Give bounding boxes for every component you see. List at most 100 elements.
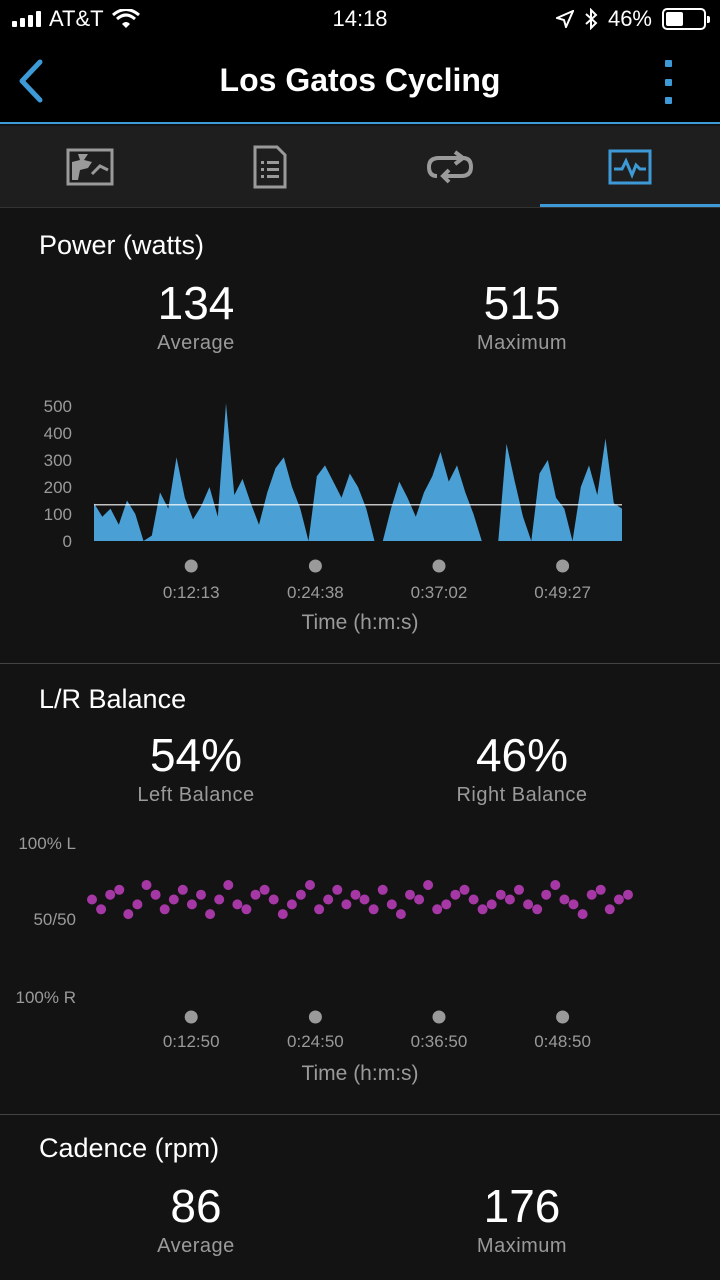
balance-point: [159, 904, 170, 915]
balance-point: [623, 889, 633, 900]
x-tick-dot: [556, 559, 570, 573]
tab-summary[interactable]: [0, 126, 180, 207]
battery-percent: 46%: [607, 6, 652, 31]
cadence-title: Cadence (rpm): [39, 1133, 220, 1163]
cadence-max-value: 176: [483, 1180, 561, 1232]
status-bar: AT&T 14:18 46%: [0, 0, 720, 40]
x-tick-label: 0:37:02: [411, 583, 468, 598]
power-title: Power (watts): [39, 230, 205, 260]
balance-point: [96, 904, 107, 915]
balance-point: [314, 904, 325, 915]
balance-point: [277, 909, 288, 920]
left-balance-value: 54%: [149, 729, 243, 781]
balance-x-title: Time (h:m:s): [301, 1062, 419, 1085]
balance-point: [441, 899, 452, 910]
balance-point: [577, 909, 588, 920]
balance-point: [196, 889, 206, 900]
x-tick-label: 0:48:50: [534, 1032, 591, 1051]
balance-section: L/R Balance 54% Left Balance 46% Right B…: [0, 664, 720, 1114]
balance-point: [568, 899, 579, 910]
balance-point: [214, 894, 225, 905]
status-time: 14:18: [332, 6, 388, 31]
power-average-label: Average: [157, 332, 235, 354]
balance-point: [486, 899, 497, 910]
tab-laps[interactable]: [360, 126, 540, 207]
power-max-value: 515: [483, 277, 561, 329]
balance-point: [286, 899, 297, 910]
right-balance-value: 46%: [475, 729, 569, 781]
wifi-icon: [111, 9, 140, 28]
balance-point: [386, 899, 397, 910]
nav-header: Los Gatos Cycling: [0, 40, 720, 124]
power-average: 134 Average: [66, 280, 326, 355]
y-tick-label: 300: [44, 451, 72, 470]
balance-point: [495, 889, 506, 900]
balance-point: [323, 894, 334, 905]
balance-point: [241, 904, 252, 915]
balance-point: [377, 884, 388, 895]
balance-point: [432, 904, 443, 915]
back-icon[interactable]: [14, 58, 48, 104]
divider: [0, 1114, 720, 1115]
balance-point: [305, 880, 315, 890]
left-balance: 54% Left Balance: [66, 732, 326, 807]
cadence-max-label: Maximum: [476, 1235, 568, 1257]
balance-point: [405, 889, 415, 900]
x-tick-dot: [184, 559, 198, 573]
balance-point: [395, 909, 406, 920]
y-tick-label: 0: [63, 532, 72, 551]
balance-point: [114, 884, 125, 895]
balance-point: [359, 894, 370, 905]
cadence-maximum: 176 Maximum: [392, 1183, 652, 1258]
balance-point: [168, 894, 179, 905]
balance-point: [604, 904, 615, 915]
cadence-average-label: Average: [157, 1235, 235, 1257]
cadence-section: Cadence (rpm) 86 Average 176 Maximum: [0, 1115, 720, 1280]
balance-point: [177, 884, 188, 895]
power-x-title: Time (h:m:s): [301, 611, 419, 634]
battery-icon: [662, 8, 710, 30]
power-average-value: 134: [157, 277, 235, 329]
tab-charts[interactable]: [540, 126, 720, 207]
balance-point: [613, 894, 624, 905]
map-icon: [66, 148, 114, 185]
loop-icon: [427, 149, 473, 183]
balance-point: [541, 889, 552, 900]
balance-point: [332, 884, 343, 895]
power-chart: 500 400 300 200 100 0 0:12:13 0:24:38 0:37:02 0:4…: [44, 397, 622, 598]
balance-point: [205, 909, 216, 920]
x-tick-dot: [432, 559, 446, 573]
balance-point: [514, 884, 524, 895]
balance-title: L/R Balance: [39, 684, 187, 714]
x-tick-label: 0:36:50: [411, 1032, 468, 1051]
balance-point: [141, 880, 152, 890]
x-tick-dot: [556, 1010, 570, 1024]
divider: [0, 663, 720, 664]
balance-point: [504, 894, 515, 905]
balance-point: [268, 894, 279, 905]
balance-point: [477, 904, 488, 915]
balance-point: [232, 899, 243, 910]
balance-point: [250, 889, 261, 900]
carrier-label: AT&T: [49, 6, 104, 31]
more-options-icon[interactable]: [660, 60, 676, 104]
power-maximum: 515 Maximum: [392, 280, 652, 355]
y-tick-label: 100% R: [16, 988, 76, 1007]
x-tick-label: 0:12:13: [163, 583, 220, 598]
balance-point: [186, 899, 197, 910]
x-tick-label: 0:12:50: [163, 1032, 220, 1051]
y-tick-label: 100% L: [18, 834, 76, 853]
x-tick-label: 0:24:50: [287, 1032, 344, 1051]
cadence-average-value: 86: [170, 1180, 222, 1232]
power-max-label: Maximum: [476, 332, 568, 354]
chart-icon: [608, 149, 652, 184]
bluetooth-icon: [585, 8, 598, 30]
right-balance: 46% Right Balance: [392, 732, 652, 807]
balance-point: [132, 899, 143, 910]
tab-details[interactable]: [180, 126, 360, 207]
power-area: [94, 403, 622, 541]
power-section: Power (watts) 134 Average 515 Maximum 50…: [0, 208, 720, 664]
balance-point: [559, 894, 570, 905]
balance-point: [468, 894, 479, 905]
x-tick-dot: [184, 1010, 198, 1024]
